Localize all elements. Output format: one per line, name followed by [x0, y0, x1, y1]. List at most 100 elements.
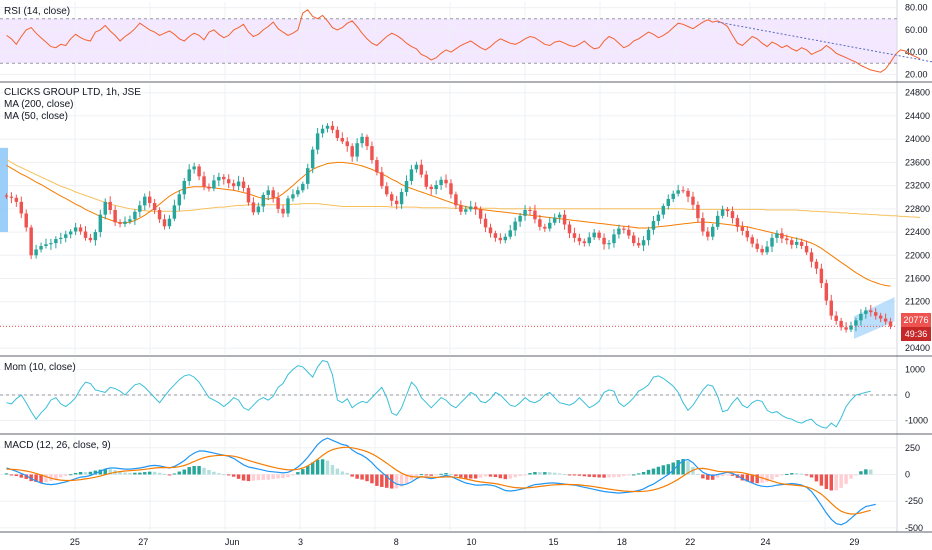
candle-body-2 [14, 197, 19, 202]
macd-hist-bar-120 [597, 474, 601, 478]
candle-body-23 [118, 222, 122, 224]
candle-body-12 [64, 234, 68, 238]
candle-body-1 [9, 196, 14, 198]
macd-hist-bar-129 [641, 471, 646, 475]
rsi-ytick-label-3: 80.00 [905, 3, 928, 13]
candle-body-146 [725, 209, 730, 212]
candle-body-92 [459, 205, 463, 212]
macd-hist-bar-126 [627, 474, 631, 476]
macd-hist-bar-142 [706, 474, 710, 480]
candle-body-119 [592, 232, 596, 238]
macd-hist-bar-130 [646, 469, 651, 475]
macd-hist-bar-57 [286, 474, 290, 478]
candle-body-129 [641, 240, 646, 246]
candle-body-63 [315, 133, 320, 150]
candle-body-176 [873, 312, 878, 316]
macd-hist-bar-153 [760, 474, 764, 483]
macd-hist-bar-88 [439, 473, 443, 475]
macd-hist-bar-105 [523, 474, 527, 476]
candle-body-41 [207, 186, 211, 189]
candle-body-85 [424, 174, 429, 187]
candle-body-56 [281, 208, 285, 214]
candle-body-97 [483, 218, 488, 228]
macd-hist-bar-30 [152, 471, 157, 475]
candle-body-44 [222, 176, 226, 180]
macd-hist-bar-85 [424, 474, 429, 476]
macd-hist-bar-47 [236, 474, 241, 479]
candle-body-106 [528, 210, 532, 211]
macd-hist-bar-56 [281, 474, 285, 479]
candle-body-132 [656, 214, 661, 222]
macd-hist-bar-141 [701, 474, 705, 479]
macd-hist-bar-43 [217, 473, 221, 475]
candle-body-25 [128, 219, 132, 222]
candle-body-86 [429, 186, 433, 190]
macd-hist-bar-17 [88, 471, 93, 475]
macd-hist-bar-29 [147, 471, 152, 475]
candle-body-57 [286, 198, 290, 214]
candle-body-103 [513, 221, 517, 231]
macd-hist-bar-108 [538, 472, 542, 475]
candle-body-47 [236, 181, 241, 187]
macd-hist-bar-84 [419, 474, 424, 476]
candle-body-49 [246, 187, 251, 203]
price-ytick-label-0: 20400 [905, 343, 930, 353]
macd-hist-bar-45 [226, 474, 231, 476]
candle-body-148 [735, 218, 740, 227]
candle-body-27 [138, 205, 142, 212]
candle-body-161 [799, 241, 804, 246]
macd-hist-bar-155 [770, 474, 774, 480]
x-tick-label-2: Jun [225, 537, 240, 547]
candle-body-13 [68, 231, 73, 235]
candle-body-38 [192, 166, 196, 170]
candle-body-51 [256, 206, 261, 213]
candle-body-100 [498, 237, 503, 241]
candle-body-141 [701, 218, 705, 232]
macd-hist-bar-51 [256, 474, 261, 481]
candle-body-168 [834, 315, 838, 321]
macd-hist-bar-174 [864, 469, 868, 475]
macd-hist-bar-145 [720, 474, 725, 477]
candle-body-72 [360, 136, 364, 144]
candle-body-91 [454, 194, 458, 206]
macd-hist-bar-76 [380, 474, 384, 487]
candle-body-154 [765, 246, 769, 253]
macd-hist-bar-66 [330, 465, 335, 475]
macd-hist-bar-87 [434, 474, 438, 476]
candle-body-115 [572, 233, 577, 238]
macd-hist-bar-109 [543, 472, 547, 475]
candle-body-20 [103, 201, 107, 215]
candle-body-29 [147, 196, 152, 204]
price-ytick-label-10: 24400 [905, 111, 930, 121]
candle-body-99 [493, 233, 498, 238]
macd-hist-bar-167 [829, 474, 833, 491]
x-tick-label-5: 10 [466, 537, 476, 547]
candle-body-34 [172, 205, 177, 219]
candle-body-21 [108, 201, 112, 210]
candle-body-137 [681, 190, 685, 192]
rsi-pane-label: RSI (14, close) [4, 6, 71, 17]
mom-ytick-label-2: 1000 [905, 364, 925, 374]
macd-hist-bar-113 [562, 474, 567, 476]
macd-hist-bar-159 [790, 473, 794, 475]
price-ytick-label-3: 21600 [905, 274, 930, 284]
macd-hist-bar-13 [68, 474, 73, 476]
macd-signal-line [6, 446, 871, 515]
x-tick-label-9: 24 [761, 537, 771, 547]
price-ytick-label-7: 23200 [905, 181, 930, 191]
macd-hist-bar-41 [207, 469, 211, 475]
candle-body-126 [627, 229, 631, 236]
price-ytick-label-9: 24000 [905, 134, 930, 144]
macd-hist-bar-172 [854, 474, 858, 476]
last-price-badge: 20776 [901, 313, 931, 327]
macd-hist-bar-48 [241, 474, 246, 481]
candle-body-147 [730, 211, 735, 219]
symbol-title: CLICKS GROUP LTD, 1h, JSE [4, 87, 141, 98]
candle-body-144 [715, 215, 720, 227]
macd-hist-bar-118 [587, 474, 591, 477]
candle-body-113 [562, 214, 567, 225]
candle-body-67 [335, 129, 340, 138]
macd-hist-bar-55 [276, 474, 280, 479]
